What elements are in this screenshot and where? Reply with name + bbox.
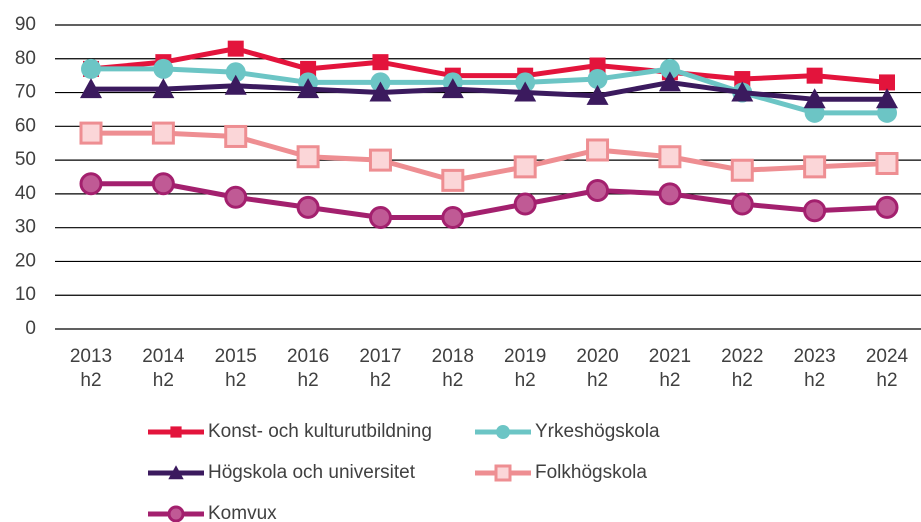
marker — [876, 88, 898, 109]
x-tick-label: 2024 h2 — [866, 346, 909, 391]
marker — [151, 121, 175, 145]
marker — [300, 60, 317, 77]
y-tick-label: 40 — [15, 183, 36, 204]
x-tick-label: 2020 h2 — [576, 346, 618, 391]
marker — [168, 465, 184, 480]
marker — [513, 192, 537, 216]
marker — [79, 172, 103, 196]
y-tick-label: 70 — [15, 82, 36, 103]
x-tick-label: 2016 h2 — [287, 346, 329, 391]
marker — [152, 78, 175, 99]
marker — [79, 121, 103, 145]
series-line — [91, 130, 888, 183]
marker — [369, 81, 392, 102]
marker — [586, 138, 610, 162]
marker — [731, 81, 754, 102]
y-tick-label: 60 — [15, 115, 36, 136]
marker — [730, 192, 754, 216]
marker — [803, 155, 827, 179]
marker — [513, 155, 537, 179]
marker — [368, 148, 392, 172]
x-tick-label: 2015 h2 — [215, 346, 257, 391]
marker — [151, 172, 175, 196]
marker — [496, 425, 510, 439]
marker — [296, 195, 320, 219]
legend-label: Yrkeshögskola — [535, 421, 660, 442]
marker — [803, 199, 827, 223]
x-tick-label: 2017 h2 — [359, 346, 401, 391]
marker — [296, 145, 320, 169]
legend-label: Komvux — [208, 503, 277, 522]
marker — [803, 88, 826, 109]
marker — [368, 206, 392, 230]
marker — [730, 158, 754, 182]
marker — [658, 71, 681, 92]
x-tick-label: 2013 h2 — [70, 346, 112, 391]
marker — [441, 206, 465, 230]
legend-label: Konst- och kulturutbildning — [208, 421, 432, 442]
marker — [659, 58, 680, 79]
marker — [80, 78, 102, 99]
y-tick-label: 10 — [15, 284, 36, 305]
marker — [589, 57, 606, 74]
series-line — [90, 46, 888, 85]
marker — [875, 151, 899, 175]
marker — [734, 71, 751, 88]
y-tick-label: 90 — [15, 14, 36, 35]
marker — [586, 84, 609, 105]
marker — [441, 78, 464, 99]
marker — [586, 179, 610, 203]
marker — [81, 58, 101, 79]
marker — [227, 40, 244, 57]
marker — [224, 74, 247, 95]
marker — [372, 54, 389, 71]
y-tick-label: 30 — [15, 217, 36, 238]
legend-label: Högskola och universitet — [208, 462, 416, 483]
x-tick-label: 2019 h2 — [504, 346, 546, 391]
x-tick-label: 2022 h2 — [721, 346, 763, 391]
marker — [658, 145, 682, 169]
y-tick-label: 20 — [15, 250, 36, 271]
marker — [170, 426, 182, 438]
marker — [587, 69, 608, 90]
x-tick-label: 2021 h2 — [649, 346, 691, 391]
x-tick-label: 2018 h2 — [432, 346, 474, 391]
marker — [494, 464, 512, 482]
marker — [153, 58, 174, 79]
marker — [875, 195, 899, 219]
marker — [879, 74, 895, 91]
marker — [167, 505, 185, 522]
marker — [441, 168, 465, 192]
marker — [225, 62, 246, 83]
y-tick-label: 0 — [25, 318, 36, 339]
x-tick-label: 2014 h2 — [142, 346, 185, 391]
marker — [514, 81, 537, 102]
x-tick-label: 2023 h2 — [793, 346, 835, 391]
legend-label: Folkhögskola — [535, 462, 647, 483]
marker — [806, 67, 823, 84]
marker — [297, 78, 320, 99]
y-tick-label: 80 — [15, 48, 36, 69]
series-line — [91, 79, 887, 102]
y-tick-label: 50 — [15, 149, 36, 170]
series-line — [91, 181, 888, 221]
marker — [658, 182, 682, 206]
marker — [224, 124, 248, 148]
marker — [224, 185, 248, 209]
